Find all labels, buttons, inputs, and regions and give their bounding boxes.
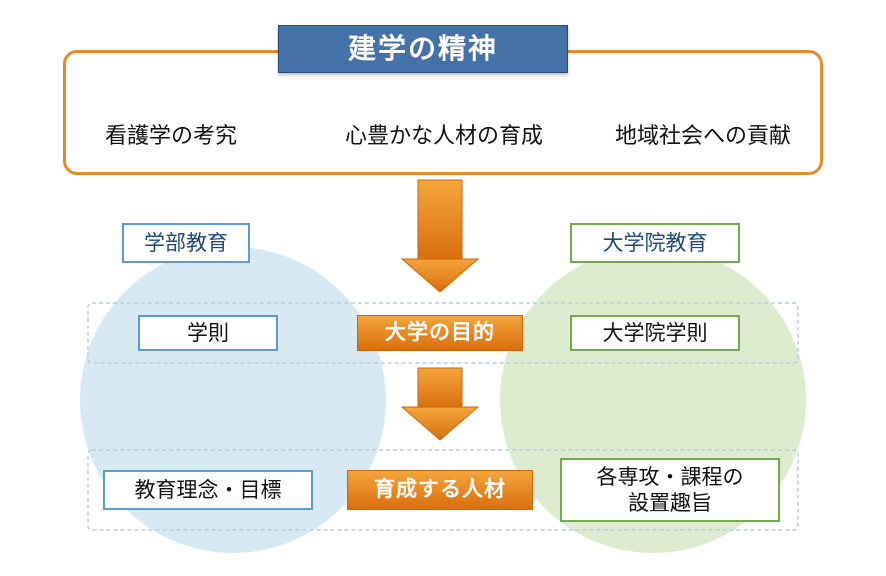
arrow-1-head <box>402 259 478 292</box>
row0-left: 学則 <box>138 315 278 351</box>
row0-right: 大学院学則 <box>570 315 740 351</box>
arrow-2-head <box>402 407 478 440</box>
header-item-2: 地域社会への貢献 <box>615 118 791 150</box>
arrow-1-shaft <box>418 180 462 260</box>
row0-center: 大学の目的 <box>357 315 523 351</box>
header-item-0: 看護学の考究 <box>105 118 237 150</box>
badge-grad: 大学院教育 <box>570 223 740 263</box>
row1-right-line1: 各専攻・課程の <box>597 464 744 490</box>
row1-left: 教育理念・目標 <box>103 470 313 510</box>
row1-center: 育成する人材 <box>347 470 533 510</box>
header-item-1: 心豊かな人材の育成 <box>345 118 543 150</box>
badge-undergrad: 学部教育 <box>122 223 250 263</box>
row1-right: 各専攻・課程の設置趣旨 <box>560 458 780 522</box>
arrow-2-shaft <box>418 368 462 408</box>
header-title: 建学の精神 <box>278 25 568 73</box>
row1-right-line2: 設置趣旨 <box>628 490 712 516</box>
